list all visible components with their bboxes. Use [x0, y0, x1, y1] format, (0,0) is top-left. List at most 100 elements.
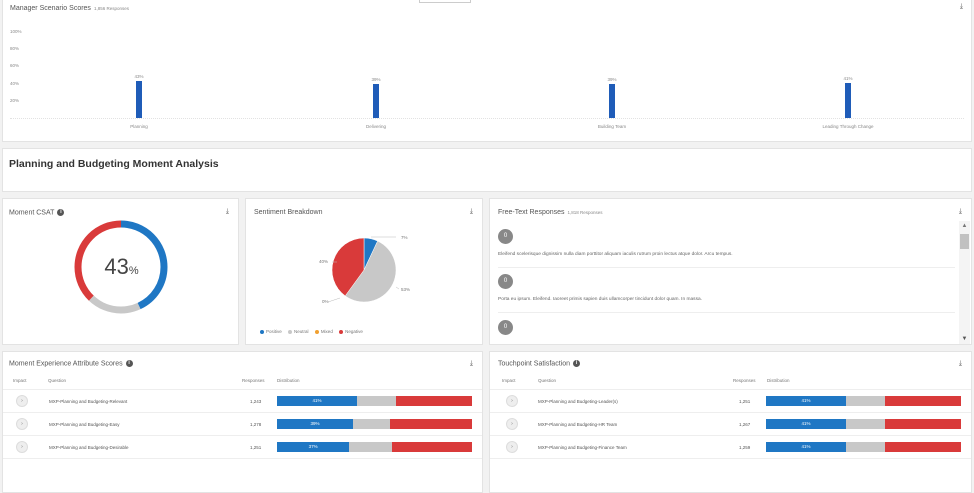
legend-neutral[interactable]: Neutral [294, 329, 309, 334]
freetext-response: Porta eu ipsum. Eleifend. Iaoreet primis… [498, 297, 702, 302]
impact-icon[interactable]: › [16, 395, 28, 407]
sentiment-legend: Positive Neutral Mixed Negative [255, 329, 363, 334]
score-badge: 0 [498, 229, 513, 244]
attributes-title-text: Moment Experience Attribute Scores [9, 360, 123, 368]
bar-value-label: 39% [371, 77, 381, 83]
info-icon[interactable]: i [57, 209, 65, 216]
section-header: Planning and Budgeting Moment Analysis [2, 148, 972, 192]
pie-label-negative: 40% [319, 259, 329, 264]
scroll-up-icon[interactable]: ▲ [961, 223, 968, 229]
header-distribution: Distribution [767, 378, 790, 383]
table-row[interactable]: › MXP-Planning and Budgeting-Desirable 1,2… [3, 436, 482, 459]
bar-planning[interactable] [136, 81, 142, 118]
responses-count: 1,278 [250, 422, 262, 427]
distribution-neutral [845, 396, 885, 406]
responses-count: 1,251 [250, 445, 262, 450]
freetext-card: Free-Text Responses 1,818 Responses ⤓ 0 E… [489, 198, 972, 345]
responses-count: 1,259 [739, 445, 751, 450]
bar-building-team[interactable] [609, 84, 615, 118]
top-center-handle[interactable] [419, 0, 471, 3]
x-tick-label: Leading Through Change [822, 124, 874, 129]
x-tick-label: Planning [130, 124, 148, 129]
pie-label-positive: 7% [401, 235, 408, 240]
table-row[interactable]: › MXP-Planning and Budgeting-Finance Team… [490, 436, 971, 459]
info-icon[interactable]: i [125, 360, 133, 367]
scroll-thumb[interactable] [960, 234, 969, 249]
impact-icon[interactable]: › [16, 418, 28, 430]
score-badge: 0 [498, 320, 513, 335]
scenario-responses: 1,856 Responses [93, 6, 129, 11]
impact-icon[interactable]: › [506, 418, 518, 430]
bar-delivering[interactable] [373, 84, 379, 118]
distribution-bar[interactable]: 39% [277, 419, 472, 429]
divider [498, 267, 955, 268]
distribution-negative [390, 419, 472, 429]
legend-dot-mixed [314, 329, 319, 334]
csat-number: 43 [104, 254, 129, 279]
distribution-positive: 41% [766, 419, 846, 429]
legend-dot-neutral [288, 329, 293, 334]
distribution-bar[interactable]: 41% [766, 396, 961, 406]
table-row[interactable]: › MXP-Planning and Budgeting-Easy 1,278 39% [3, 413, 482, 436]
table-row[interactable]: › MXP-Planning and Budgeting-Relevant 1,24… [3, 390, 482, 413]
csat-gauge [74, 220, 168, 314]
responses-count: 1,243 [250, 399, 262, 404]
distribution-positive: 37% [277, 442, 350, 452]
distribution-neutral [845, 419, 885, 429]
distribution-negative [884, 442, 961, 452]
header-responses: Responses [242, 378, 265, 383]
question-text: MXP-Planning and Budgeting-HR Team [538, 422, 618, 427]
bar-value-label: 39% [607, 77, 617, 83]
scenario-title-text: Manager Scenario Scores [10, 5, 91, 12]
download-icon[interactable]: ⤓ [469, 360, 473, 367]
legend-negative[interactable]: Negative [345, 329, 363, 334]
scroll-down-icon[interactable]: ▼ [961, 336, 968, 342]
pie-slice-neutral [344, 240, 397, 303]
download-icon[interactable]: ⤓ [959, 3, 963, 10]
legend-dot-positive [260, 329, 264, 334]
csat-positive-arc [74, 220, 168, 314]
distribution-negative [392, 442, 472, 452]
impact-icon[interactable]: › [506, 441, 518, 453]
download-icon[interactable]: ⤓ [958, 360, 962, 367]
distribution-neutral [349, 442, 393, 452]
header-question: Question [48, 378, 67, 383]
distribution-positive: 41% [277, 396, 357, 406]
csat-value: 43% [3, 254, 240, 280]
bar-leading-through-change[interactable] [845, 82, 851, 118]
responses-count: 1,251 [739, 399, 751, 404]
download-icon[interactable]: ⤓ [225, 208, 229, 215]
table-row[interactable]: › MXP-Planning and Budgeting-HR Team 1,267… [490, 413, 971, 436]
touchpoint-title-text: Touchpoint Satisfaction [498, 360, 570, 368]
y-tick-label: 20% [10, 97, 20, 103]
csat-title: Moment CSAT i [9, 209, 65, 217]
download-icon[interactable]: ⤓ [469, 208, 473, 215]
legend-mixed[interactable]: Mixed [320, 329, 333, 334]
question-text: MXP-Planning and Budgeting-Desirable [49, 445, 129, 450]
header-impact: Impact [502, 378, 516, 383]
y-tick-label: 80% [10, 46, 20, 52]
impact-icon[interactable]: › [506, 395, 518, 407]
freetext-responses: 1,818 Responses [567, 210, 603, 215]
pie-leader-line [327, 297, 341, 303]
attributes-title: Moment Experience Attribute Scores i [9, 360, 133, 367]
scrollbar[interactable]: ▲ ▼ [959, 221, 970, 344]
csat-title-text: Moment CSAT [9, 209, 55, 217]
info-icon[interactable]: i [573, 360, 580, 367]
touchpoint-title: Touchpoint Satisfaction i [498, 360, 580, 367]
download-icon[interactable]: ⤓ [958, 208, 962, 215]
impact-icon[interactable]: › [16, 441, 28, 453]
y-tick-label: 40% [10, 80, 20, 86]
distribution-bar[interactable]: 41% [766, 419, 961, 429]
question-text: MXP-Planning and Budgeting-Finance Team [538, 445, 627, 450]
distribution-bar[interactable]: 37% [277, 442, 472, 452]
sentiment-title: Sentiment Breakdown [254, 209, 323, 216]
distribution-bar[interactable]: 41% [277, 396, 472, 406]
distribution-negative [884, 419, 961, 429]
legend-positive[interactable]: Positive [266, 329, 282, 334]
distribution-positive: 41% [766, 442, 846, 452]
distribution-bar[interactable]: 41% [766, 442, 961, 452]
table-row[interactable]: › MXP-Planning and Budgeting-Leader(s) 1,2… [490, 390, 971, 413]
bar-value-label: 41% [843, 75, 853, 81]
freetext-title-text: Free-Text Responses [498, 209, 565, 216]
